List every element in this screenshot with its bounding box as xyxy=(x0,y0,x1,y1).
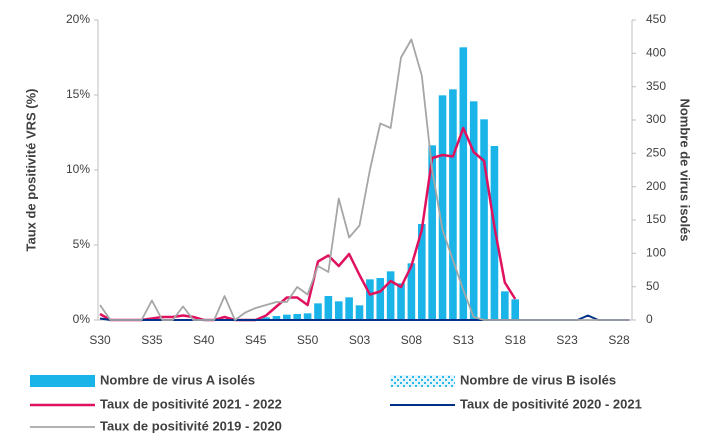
bar xyxy=(324,296,333,320)
y2-tick-label: 350 xyxy=(646,79,666,93)
x-tick-label: S18 xyxy=(505,333,527,347)
y-tick-label: 5% xyxy=(73,237,91,251)
x-tick-label: S13 xyxy=(453,333,475,347)
legend-label: Taux de positivité 2019 - 2020 xyxy=(100,418,282,433)
y2-tick-label: 100 xyxy=(646,246,666,260)
legend-swatch xyxy=(30,375,95,387)
bar xyxy=(469,101,478,320)
bar xyxy=(283,314,291,320)
y-tick-label: 0% xyxy=(73,312,91,326)
bar xyxy=(262,317,270,320)
y2-axis-title: Nombre de virus isolés xyxy=(678,98,693,241)
bar xyxy=(501,291,509,320)
legend-label: Taux de positivité 2020 - 2021 xyxy=(460,396,642,411)
bar xyxy=(272,316,281,320)
bar xyxy=(449,89,457,320)
bar xyxy=(428,145,436,320)
bar xyxy=(417,224,426,320)
bar xyxy=(376,278,385,320)
x-tick-label: S03 xyxy=(349,333,371,347)
y2-tick-label: 150 xyxy=(646,212,666,226)
y-axis-title: Taux de positivité VRS (%) xyxy=(23,88,38,251)
legend-label: Nombre de virus A isolés xyxy=(100,372,255,387)
bar xyxy=(438,95,447,320)
x-tick-label: S23 xyxy=(556,333,578,347)
line xyxy=(99,38,630,321)
y2-tick-label: 450 xyxy=(646,12,666,26)
x-tick-label: S30 xyxy=(89,333,111,347)
y-tick-label: 15% xyxy=(66,87,90,101)
bar xyxy=(397,283,405,320)
bar xyxy=(511,299,519,320)
y2-tick-label: 200 xyxy=(646,179,666,193)
x-tick-label: S28 xyxy=(608,333,630,347)
bar xyxy=(355,305,364,320)
x-tick-label: S08 xyxy=(401,333,423,347)
x-tick-label: S50 xyxy=(297,333,319,347)
legend-label: Nombre de virus B isolés xyxy=(460,372,616,387)
y-tick-label: 20% xyxy=(66,12,90,26)
bar xyxy=(480,119,488,320)
bar xyxy=(407,263,416,320)
x-tick-label: S40 xyxy=(193,333,215,347)
x-tick-label: S35 xyxy=(141,333,163,347)
y2-tick-label: 300 xyxy=(646,112,666,126)
bar xyxy=(345,297,353,320)
y2-tick-label: 0 xyxy=(646,312,653,326)
bar xyxy=(303,313,312,320)
y2-tick-label: 250 xyxy=(646,146,666,160)
legend-swatch xyxy=(390,375,455,387)
line xyxy=(99,126,517,322)
bar xyxy=(366,279,374,320)
bar xyxy=(334,301,343,320)
bar xyxy=(386,271,395,320)
bar xyxy=(293,314,302,320)
y2-tick-label: 50 xyxy=(646,279,660,293)
y2-tick-label: 400 xyxy=(646,46,666,60)
x-tick-label: S45 xyxy=(245,333,267,347)
bar xyxy=(314,303,322,320)
y-tick-label: 10% xyxy=(66,162,90,176)
legend-label: Taux de positivité 2021 - 2022 xyxy=(100,396,282,411)
bar xyxy=(459,47,468,320)
